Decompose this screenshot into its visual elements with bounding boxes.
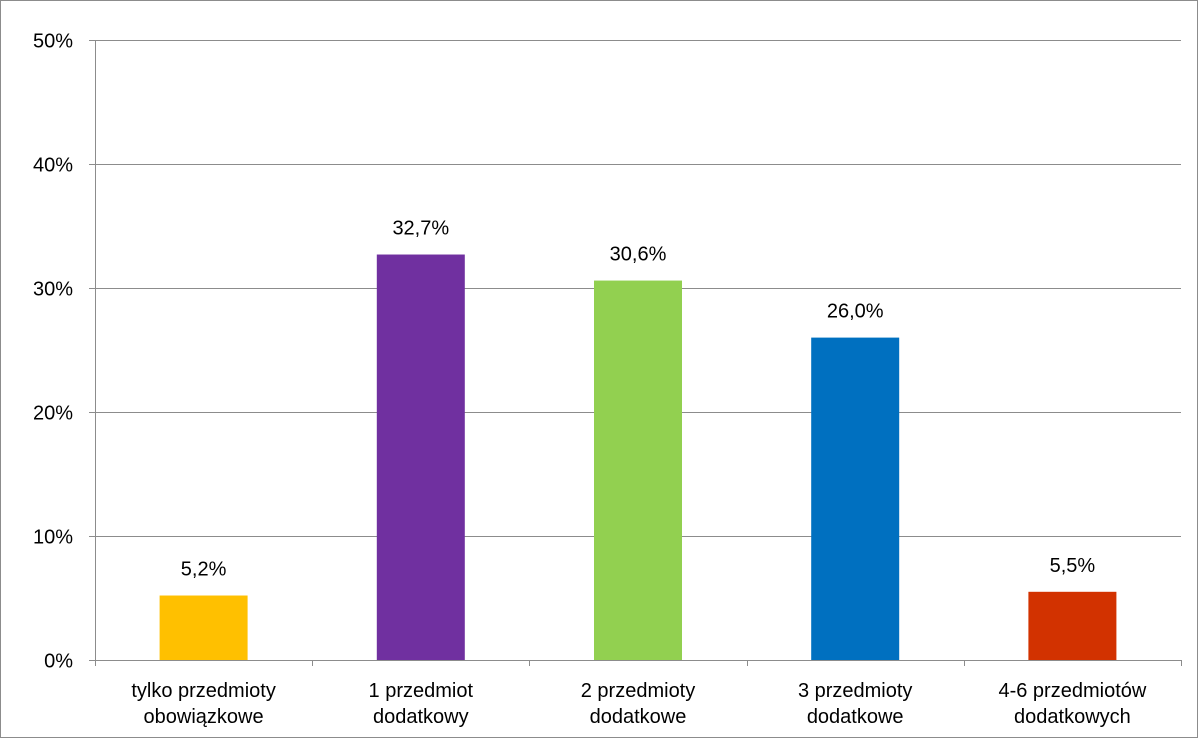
y-tick-label: 0% [44,651,73,673]
y-tick-label: 10% [33,527,73,549]
data-label: 5,5% [1050,555,1096,577]
bar [159,595,248,660]
data-label: 32,7% [392,218,449,240]
category-label: 2 przedmioty [581,680,696,702]
bar [1028,591,1117,660]
category-label: 3 przedmioty [798,680,913,702]
category-label: 1 przedmiot [369,680,474,702]
bar [594,280,682,660]
y-tick-label: 30% [33,279,73,301]
category-label: dodatkowe [590,706,687,728]
category-label: dodatkowe [807,706,904,728]
data-labels: 5,2% 32,7% 30,6% 26,0% 5,5% [181,218,1096,581]
axes [89,40,1182,666]
y-tick-label: 40% [33,155,73,177]
y-tick-label: 50% [33,31,73,53]
category-label: dodatkowych [1014,706,1131,728]
category-label: obowiązkowe [144,706,264,728]
y-axis-tick-labels: 0% 10% 20% 30% 40% 50% [33,31,73,673]
bar [376,254,465,660]
data-label: 5,2% [181,559,227,581]
category-label: 4-6 przedmiotów [998,680,1146,702]
y-tick-label: 20% [33,403,73,425]
x-axis-category-labels: tylko przedmioty obowiązkowe 1 przedmiot do… [131,680,1147,728]
data-label: 30,6% [610,244,667,266]
category-label: dodatkowy [373,706,469,728]
data-label: 26,0% [827,301,884,323]
category-label: tylko przedmioty [131,680,276,702]
bar [811,337,900,660]
bars [159,254,1117,660]
